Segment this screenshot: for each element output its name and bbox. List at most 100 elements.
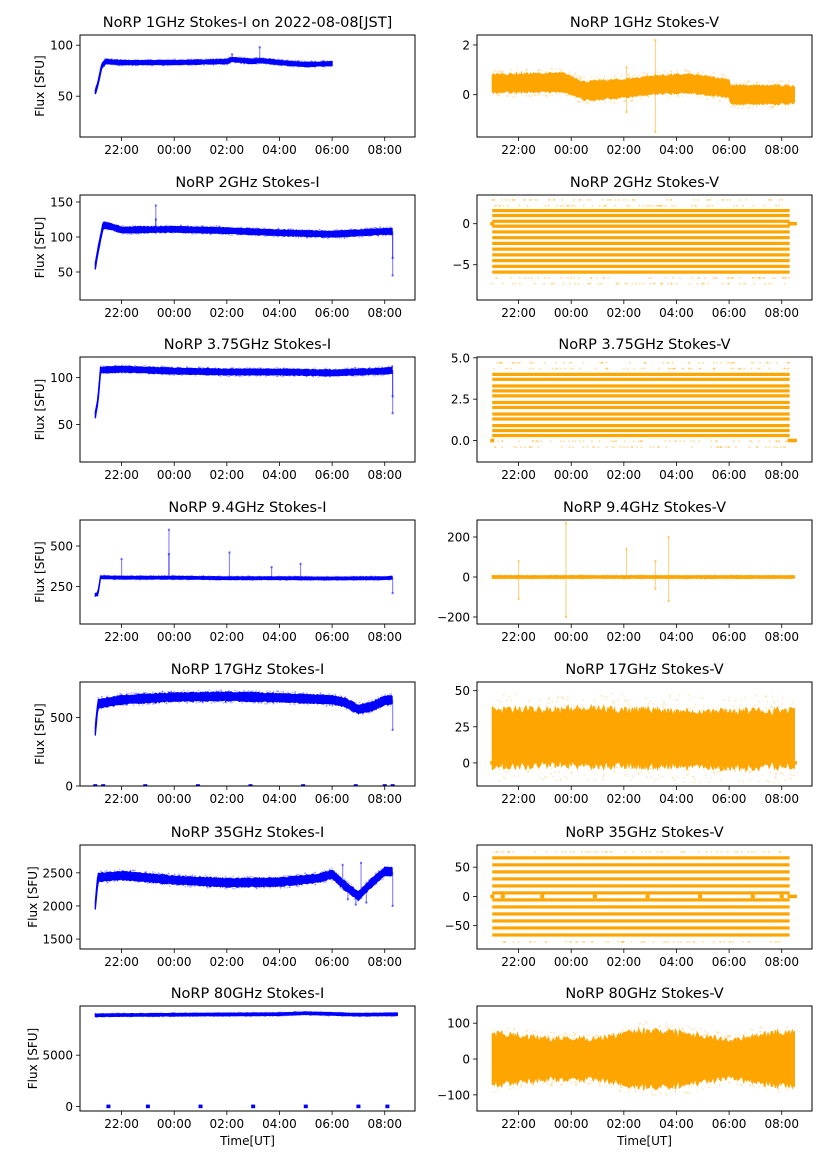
- x-tick-label: 06:00: [315, 1117, 350, 1131]
- scatter-point: [722, 708, 725, 711]
- scatter-point: [591, 708, 593, 711]
- scatter-point: [266, 690, 268, 692]
- scatter-point: [350, 374, 353, 377]
- scatter-point: [698, 577, 701, 580]
- scatter-point: [303, 60, 305, 63]
- scatter-point: [325, 575, 328, 578]
- scatter-point: [598, 204, 601, 207]
- scatter-point: [358, 367, 360, 370]
- scatter-point: [671, 93, 674, 96]
- scatter-point: [648, 851, 651, 853]
- scatter-point: [603, 75, 606, 78]
- scatter-point: [357, 235, 359, 238]
- scatter-point: [119, 58, 121, 61]
- scatter-point: [167, 225, 170, 228]
- x-tick-label: 08:00: [367, 630, 402, 644]
- scatter-point: [381, 234, 384, 237]
- scatter-point: [209, 876, 212, 879]
- scatter-point: [239, 579, 242, 581]
- scatter-point: [95, 265, 97, 268]
- scatter-point: [157, 872, 160, 875]
- scatter-point: [129, 1016, 132, 1018]
- scatter-point: [787, 367, 790, 370]
- scatter-point: [236, 575, 239, 578]
- scatter-point: [187, 579, 190, 581]
- scatter-point: [775, 204, 778, 207]
- spike-point: [167, 528, 171, 531]
- scatter-point: [295, 229, 297, 232]
- scatter-point: [658, 1089, 660, 1091]
- scatter-point: [382, 878, 385, 880]
- scatter-point: [376, 696, 379, 699]
- scatter-point: [626, 574, 628, 577]
- level-line: [492, 417, 790, 421]
- scatter-point: [762, 1085, 765, 1088]
- level-line: [492, 905, 790, 909]
- spike-point: [654, 130, 657, 134]
- scatter-point: [564, 1032, 566, 1034]
- scatter-point: [239, 61, 242, 64]
- scatter-point: [530, 276, 533, 279]
- scatter-point: [683, 776, 686, 779]
- scatter-point: [642, 574, 645, 577]
- scatter-point: [101, 66, 104, 69]
- scatter-point: [130, 574, 133, 577]
- scatter-point: [555, 367, 558, 370]
- scatter-point: [677, 577, 680, 580]
- scatter-point: [208, 578, 211, 581]
- scatter-point: [493, 851, 496, 853]
- scatter-point: [785, 1087, 788, 1090]
- spike-point: [391, 395, 394, 398]
- scatter-point: [497, 71, 500, 74]
- scatter-point: [726, 96, 728, 99]
- scatter-point: [579, 101, 582, 104]
- scatter-point: [237, 1011, 240, 1014]
- scatter-point: [594, 701, 596, 704]
- scatter-point: [124, 63, 126, 66]
- scatter-point: [324, 579, 327, 581]
- scatter-point: [674, 440, 676, 443]
- scatter-point: [104, 1015, 107, 1018]
- scatter-point: [321, 60, 323, 63]
- scatter-point: [116, 870, 119, 873]
- scatter-point: [726, 577, 728, 580]
- scatter-point: [688, 1085, 690, 1088]
- scatter-point: [544, 941, 547, 943]
- scatter-point: [229, 226, 232, 229]
- scatter-point: [141, 365, 144, 368]
- scatter-point: [605, 1084, 608, 1087]
- scatter-point: [605, 695, 608, 698]
- scatter-point: [161, 690, 164, 692]
- scatter-point: [543, 276, 546, 279]
- scatter-point: [186, 690, 189, 692]
- scatter-point: [350, 228, 353, 231]
- scatter-point: [182, 875, 185, 877]
- scatter-point: [217, 578, 220, 581]
- scatter-point: [147, 1015, 150, 1018]
- scatter-point: [559, 779, 562, 782]
- scatter-point: [206, 884, 209, 887]
- scatter-point: [181, 63, 184, 66]
- scatter-point: [710, 851, 713, 853]
- scatter-point: [278, 1015, 281, 1017]
- scatter-point: [162, 873, 165, 876]
- scatter-point: [238, 375, 241, 377]
- scatter-point: [592, 446, 595, 449]
- scatter-point: [758, 708, 761, 710]
- scatter-point: [336, 882, 339, 885]
- scatter-point: [347, 707, 350, 710]
- scatter-point: [304, 702, 307, 704]
- scatter-point: [696, 92, 699, 95]
- scatter-point: [526, 204, 529, 207]
- scatter-point: [342, 1012, 345, 1014]
- scatter-point: [264, 375, 267, 378]
- scatter-point: [248, 375, 250, 378]
- scatter-point: [735, 1034, 737, 1037]
- x-tick-label: 06:00: [315, 955, 350, 969]
- scatter-point: [582, 440, 585, 443]
- scatter-point: [551, 282, 554, 285]
- scatter-point: [645, 851, 647, 853]
- scatter-point: [769, 198, 772, 201]
- scatter-point: [750, 367, 753, 370]
- scatter-point: [774, 941, 777, 943]
